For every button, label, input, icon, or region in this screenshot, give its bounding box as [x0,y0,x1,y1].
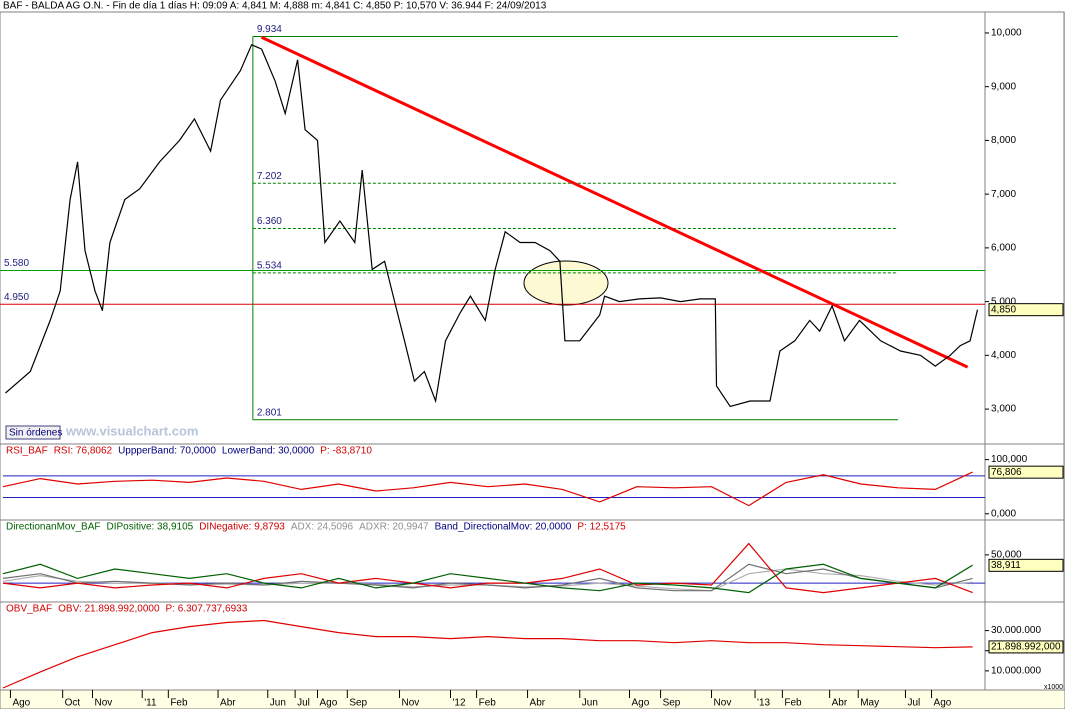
last-value-label: 4,850 [991,304,1016,315]
orders-button[interactable] [5,425,61,440]
x-tick-label: May [860,698,879,709]
panel-header: P: -83,8710 [320,446,372,457]
x-tick-label: Sep [663,698,681,709]
series-line [5,44,979,408]
panel [0,443,986,521]
fib-label: 7.202 [257,171,282,182]
title-bar [0,0,1065,12]
x-tick-label: Feb [479,698,497,709]
x-tick-label: Nov [402,698,420,709]
panel-header: RSI_BAF [6,446,48,457]
x-tick-label: Nov [94,698,112,709]
x-tick-label: Ago [319,698,337,709]
series-line [2,563,973,592]
level-label: 5.580 [4,258,29,269]
last-value-box [988,558,1064,572]
y-tick-label: 100,000 [991,454,1028,465]
last-value-label: 38,911 [991,560,1021,571]
x-tick-label: Jun [582,698,598,709]
fib-label: 5.534 [257,261,282,272]
y-tick-label: 5,000 [991,296,1016,307]
series-line [2,619,973,689]
panel-header: RSI: 76,8062 [54,446,113,457]
panel-header: UppperBand: 70,0000 [118,446,216,457]
series-line [2,563,973,594]
series-line [2,471,973,507]
x-tick-label: Ago [12,698,30,709]
y-tick-label: 30.000.000 [991,625,1041,636]
x-tick-label: Ago [631,698,649,709]
y-tick-label: 7,000 [991,189,1016,200]
panel [0,11,986,445]
x-tick-label: '12 [452,698,465,709]
panel [0,601,986,691]
x-tick-label: Abr [220,698,236,709]
last-value-label: 76,806 [991,467,1022,478]
watermark: www.visualchart.com [65,423,198,438]
y-tick-label: 6,000 [991,243,1016,254]
marks: 3,000 4,000 5,000 6,000 7,000 8,000 9,000 10,00… [0,24,1064,709]
x-tick-label: Abr [832,698,848,709]
orders-button-label[interactable]: Sin órdenes [9,428,62,439]
last-value-label: 21.898.992,000 [991,642,1061,653]
y-tick-label: 8,000 [991,135,1016,146]
panels [0,11,1065,691]
x-tick-label: Oct [65,698,81,709]
y-tick-label: 50,000 [991,550,1022,561]
trendline [260,35,969,369]
x-tick-label: Jul [297,698,310,709]
axis-panel [984,11,1065,445]
fib-label: 2.801 [257,407,282,418]
y-tick-label: 4,000 [991,350,1016,361]
panel-header: LowerBand: 30,0000 [222,446,315,457]
y-tick-label: 3,000 [991,404,1016,415]
x-tick-label: '13 [757,698,770,709]
y-tick-label: 0,000 [991,508,1016,519]
x-tick-label: Ago [934,698,952,709]
panel-header: P: 12,5175 [577,522,626,533]
x-tick-label: Jun [270,698,286,709]
series-line [2,542,973,594]
y-tick-label: 10.000.000 [991,666,1041,677]
unit-note: x1000 [1044,684,1063,691]
axis-panel [984,443,1065,521]
panel-header: ADX: 24,5096 [291,522,354,533]
panel [0,519,986,603]
fib-label: 9.934 [257,24,282,35]
last-value-box [988,465,1064,479]
panel-header: DIPositive: 38,9105 [106,522,193,533]
x-tick-label: Feb [784,698,802,709]
panel-header: OBV: 21.898.992,0000 [58,604,160,615]
level-label: 4.950 [4,292,29,303]
y-tick-label: 9,000 [991,81,1016,92]
fib-label: 6.360 [257,216,282,227]
panel-header: DirectionanMov_BAF [6,522,100,533]
panel-header: OBV_BAF [6,604,52,615]
x-tick-label: Feb [170,698,188,709]
highlight-ellipse [523,260,609,306]
panel-header: Band_DirectionalMov: 20,0000 [435,522,572,533]
panel-header: P: 6.307.737,6933 [166,604,248,615]
panel-header: ADXR: 20,9947 [359,522,429,533]
x-tick-label: Sep [349,698,367,709]
chart-title: BAF - BALDA AG O.N. - Fin de día 1 días … [3,1,547,12]
x-tick-label: Abr [530,698,546,709]
x-tick-label: '11 [144,698,157,709]
last-value-box [988,303,1064,317]
x-tick-label: Nov [714,698,732,709]
x-tick-label: Jul [907,698,920,709]
y-tick-label: 10,000 [991,28,1022,39]
last-value-box [988,640,1064,654]
panel-header: DINegative: 9,8793 [199,522,285,533]
